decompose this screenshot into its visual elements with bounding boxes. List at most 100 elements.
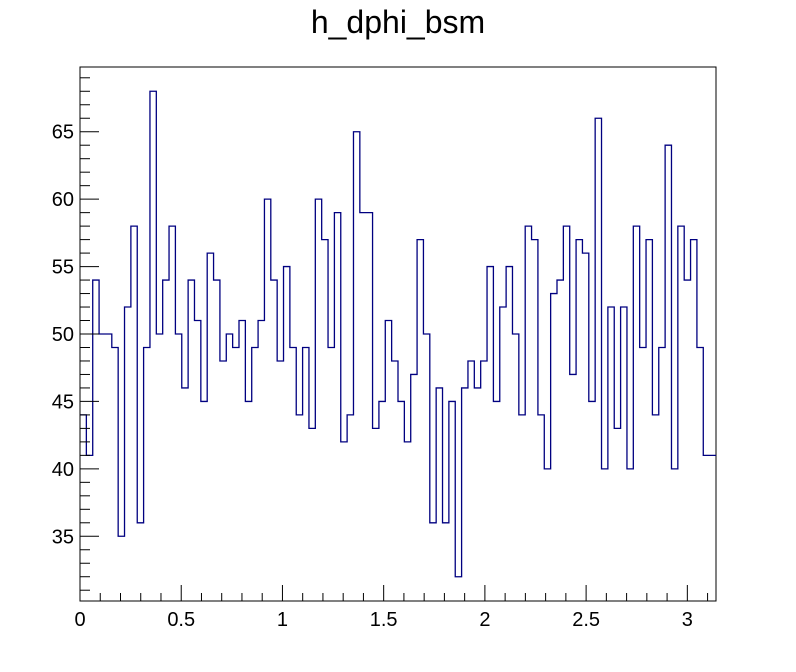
histogram-bin	[245, 401, 251, 601]
histogram-bin	[614, 428, 620, 601]
histogram-bin	[671, 469, 677, 601]
histogram-bin	[659, 347, 665, 601]
histogram-bin	[366, 213, 372, 601]
histogram-bin	[99, 334, 105, 601]
histogram-bin	[347, 415, 353, 601]
histogram-bin	[474, 388, 480, 601]
histogram-bin	[284, 267, 290, 601]
x-tick-label: 0.5	[167, 609, 195, 631]
y-tick-label: 45	[52, 391, 74, 413]
histogram-bin	[315, 199, 321, 601]
histogram-bin	[684, 280, 690, 601]
histogram-bin	[182, 388, 188, 601]
y-tick-label: 40	[52, 459, 74, 481]
histogram-bin	[175, 334, 181, 601]
histogram-bin	[385, 321, 391, 601]
histogram-bin	[194, 321, 200, 601]
histogram-bin	[557, 280, 563, 601]
histogram-bin	[646, 240, 652, 601]
histogram-bin	[525, 226, 531, 601]
histogram-bin	[487, 267, 493, 601]
histogram-bin	[334, 213, 340, 601]
histogram-bin	[322, 240, 328, 601]
histogram-bin	[214, 280, 220, 601]
histogram-bin	[341, 442, 347, 601]
histogram-bin	[595, 118, 601, 601]
histogram-bin	[678, 226, 684, 601]
histogram-bin	[538, 415, 544, 601]
histogram-bin	[252, 347, 258, 601]
histogram-bin	[602, 469, 608, 601]
histogram-bin	[201, 401, 207, 601]
x-tick-label: 3	[682, 609, 693, 631]
chart-title: h_dphi_bsm	[310, 4, 486, 40]
histogram-bin	[563, 226, 569, 601]
histogram-bin	[506, 267, 512, 601]
y-tick-label: 60	[52, 189, 74, 211]
histogram-bin	[125, 307, 131, 601]
histogram-bin	[652, 415, 658, 601]
histogram-bin	[621, 307, 627, 601]
histogram-bin	[80, 415, 86, 601]
histogram-bin	[443, 523, 449, 601]
histogram-bin	[328, 347, 334, 601]
y-tick-label: 50	[52, 324, 74, 346]
histogram-bin	[608, 307, 614, 601]
histogram-bin	[271, 280, 277, 601]
x-tick-label: 2	[479, 609, 490, 631]
histogram-bin	[239, 321, 245, 601]
histogram-bin	[93, 280, 99, 601]
histogram-bin	[582, 253, 588, 601]
y-tick-label: 35	[52, 526, 74, 548]
histogram-bin	[697, 347, 703, 601]
histogram-bin	[392, 361, 398, 601]
histogram-bin	[417, 240, 423, 601]
histogram-bin	[544, 469, 550, 601]
histogram-bin	[226, 334, 232, 601]
x-tick-label: 2.5	[572, 609, 600, 631]
histogram-series-line	[80, 90, 716, 578]
histogram-bin	[691, 240, 697, 601]
histogram-bin	[640, 347, 646, 601]
histogram-bin	[627, 469, 633, 601]
histogram-bin	[436, 388, 442, 601]
histogram-bin	[404, 442, 410, 601]
histogram-bin	[462, 388, 468, 601]
histogram-bin	[455, 577, 461, 601]
histogram-bin	[373, 428, 379, 601]
x-tick-label: 0	[74, 609, 85, 631]
histogram-bin	[207, 253, 213, 601]
histogram-bin	[703, 455, 709, 601]
histogram-bin	[112, 347, 118, 601]
histogram-bin	[493, 401, 499, 601]
histogram-bin	[137, 523, 143, 601]
histogram-bin	[156, 334, 162, 601]
histogram-bin	[144, 347, 150, 601]
histogram-bin	[86, 455, 92, 601]
histogram-bin	[353, 132, 359, 601]
x-tick-label: 1.5	[370, 609, 398, 631]
histogram-bin	[131, 226, 137, 601]
histogram-bin	[290, 347, 296, 601]
histogram-bin	[512, 334, 518, 601]
histogram-bin	[710, 455, 716, 601]
histogram-bin	[411, 374, 417, 601]
histogram-bin	[633, 226, 639, 601]
histogram-bin	[500, 307, 506, 601]
histogram-bin	[360, 213, 366, 601]
histogram-bin	[105, 334, 111, 601]
histogram-bin	[169, 226, 175, 601]
histogram-bin	[296, 415, 302, 601]
histogram-bin	[423, 334, 429, 601]
histogram-bin	[233, 347, 239, 601]
histogram-bin	[570, 374, 576, 601]
x-tick-label: 1	[277, 609, 288, 631]
histogram-bin	[481, 361, 487, 601]
histogram-bin	[449, 401, 455, 601]
histogram-bin	[309, 428, 315, 601]
histogram-bin	[118, 536, 124, 601]
histogram-bin	[532, 240, 538, 601]
histogram-bin	[379, 401, 385, 601]
